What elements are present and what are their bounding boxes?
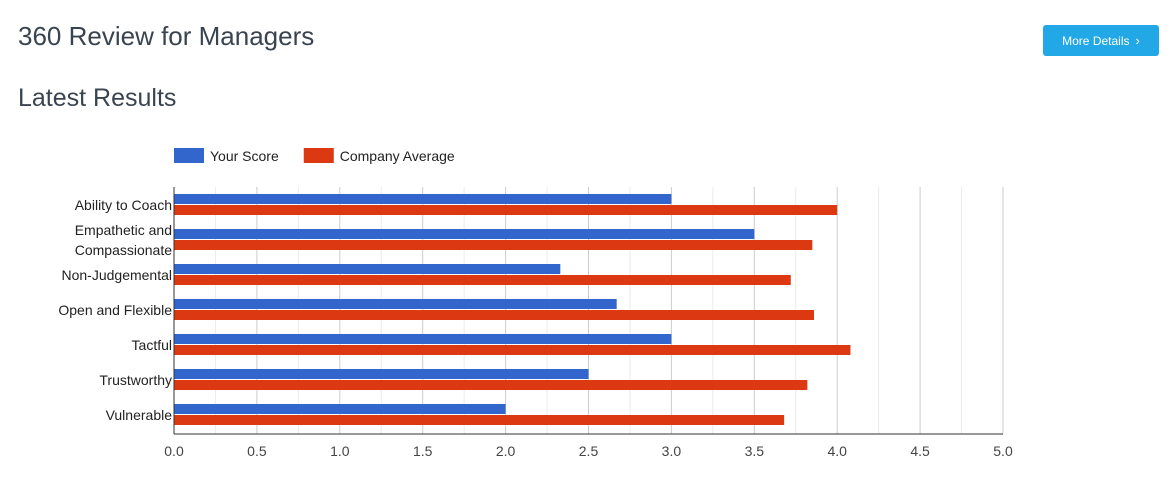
x-tick-label: 0.0 xyxy=(164,443,184,459)
x-tick-label: 4.0 xyxy=(827,443,847,459)
x-tick-label: 5.0 xyxy=(993,443,1013,459)
page-title: 360 Review for Managers xyxy=(18,21,315,51)
x-tick-label: 3.5 xyxy=(745,443,765,459)
category-label: Non-Judgemental xyxy=(61,267,172,283)
chart-category-labels: Ability to Coach Empathetic and Compassion… xyxy=(58,197,172,423)
chevron-right-icon: › xyxy=(1135,33,1140,48)
chart-legend: Your Score Company Average xyxy=(174,148,455,164)
bar-your-score xyxy=(174,334,672,344)
bar-your-score xyxy=(174,229,755,239)
x-tick-label: 1.0 xyxy=(330,443,350,459)
bar-your-score xyxy=(174,369,589,379)
category-label: Ability to Coach xyxy=(75,197,172,213)
x-tick-label: 3.0 xyxy=(662,443,682,459)
section-title: Latest Results xyxy=(18,84,177,112)
bar-company-average xyxy=(174,415,785,425)
more-details-label: More Details xyxy=(1062,33,1130,48)
chart-bars xyxy=(174,194,851,425)
category-label: Empathetic and xyxy=(75,222,172,238)
bar-company-average xyxy=(174,345,851,355)
bar-company-average xyxy=(174,205,838,215)
bar-your-score xyxy=(174,299,617,309)
x-tick-label: 2.5 xyxy=(579,443,599,459)
category-label: Vulnerable xyxy=(106,407,173,423)
x-tick-label: 0.5 xyxy=(247,443,267,459)
chart-axes xyxy=(173,187,1003,435)
legend-label-your-score: Your Score xyxy=(210,148,279,164)
bar-company-average xyxy=(174,275,791,285)
bar-company-average xyxy=(174,380,808,390)
x-tick-label: 2.0 xyxy=(496,443,516,459)
legend-swatch-your-score xyxy=(174,148,204,163)
x-tick-label: 4.5 xyxy=(910,443,930,459)
category-label: Open and Flexible xyxy=(58,302,172,318)
bar-your-score xyxy=(174,264,561,274)
x-tick-label: 1.5 xyxy=(413,443,433,459)
bar-your-score xyxy=(174,404,506,414)
bar-company-average xyxy=(174,240,813,250)
category-label: Compassionate xyxy=(75,242,172,258)
chart-x-tick-labels: 0.0 0.5 1.0 1.5 2.0 2.5 3.0 3.5 4.0 4.5 5.0 xyxy=(164,443,1013,459)
more-details-button[interactable]: More Details › xyxy=(1043,25,1159,56)
bar-company-average xyxy=(174,310,814,320)
legend-swatch-company-average xyxy=(303,148,334,163)
legend-label-company-average: Company Average xyxy=(340,148,455,164)
category-label: Tactful xyxy=(132,337,172,353)
category-label: Trustworthy xyxy=(99,372,172,388)
bar-your-score xyxy=(174,194,672,204)
